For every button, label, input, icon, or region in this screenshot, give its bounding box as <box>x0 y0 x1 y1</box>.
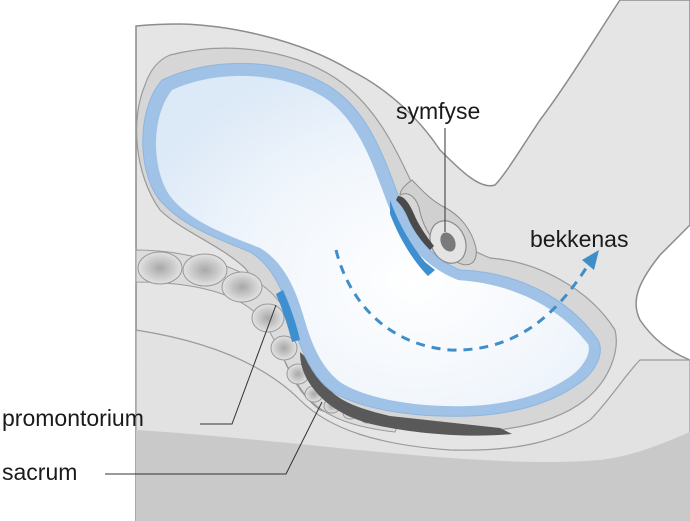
vertebra <box>251 303 285 333</box>
vertebra <box>137 251 183 285</box>
canal-accent-front <box>390 200 435 276</box>
birth-canal-inner <box>156 75 589 407</box>
canal-accent-back <box>276 290 300 342</box>
pelvic-axis-arrowhead <box>582 250 599 270</box>
sacral-bone-strip <box>300 352 512 436</box>
symphysis-core <box>440 232 456 252</box>
vertebra <box>221 271 263 303</box>
pelvic-axis-path <box>334 249 592 352</box>
promontory-leader <box>200 304 277 425</box>
symphysis-dark-edge <box>396 196 434 250</box>
promontory-label: promontorium <box>2 405 144 431</box>
sacrum-leader <box>105 401 323 475</box>
floor-shadow <box>136 430 690 521</box>
vertebra <box>270 335 298 361</box>
vertebrae <box>137 251 374 424</box>
symphysis-label: symfyse <box>396 98 481 124</box>
vertebra <box>182 253 228 287</box>
sacrum-label: sacrum <box>2 459 78 485</box>
pelvic-axis-label: bekkenas <box>530 226 629 252</box>
